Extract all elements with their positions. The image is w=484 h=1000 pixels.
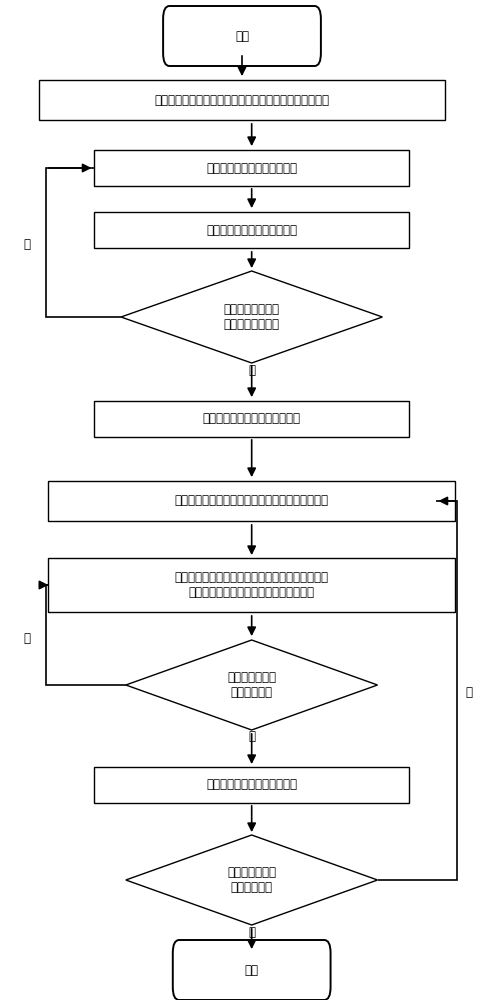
FancyBboxPatch shape (94, 401, 409, 437)
Text: 初始化：按拓扑结构将待划分网络随机分成两部分: 初始化：按拓扑结构将待划分网络随机分成两部分 (175, 494, 329, 508)
Text: 迭代：计算每个节点的模块密度贡献值，将最小贡
献值节点移动到相邻社区进行自组织优化: 迭代：计算每个节点的模块密度贡献值，将最小贡 献值节点移动到相邻社区进行自组织优… (175, 571, 329, 599)
Polygon shape (126, 835, 378, 925)
FancyBboxPatch shape (94, 212, 409, 248)
Text: 判断全局模块密
度值是否最大: 判断全局模块密 度值是否最大 (227, 866, 276, 894)
Text: 否: 否 (23, 632, 30, 645)
FancyBboxPatch shape (94, 767, 409, 803)
Text: 选取核心代表点构造先验信息: 选取核心代表点构造先验信息 (206, 161, 297, 174)
Text: 判断已获先验信息
是否达到指定数目: 判断已获先验信息 是否达到指定数目 (224, 303, 280, 331)
Text: 否: 否 (465, 686, 472, 698)
FancyBboxPatch shape (163, 6, 321, 66)
FancyBboxPatch shape (48, 481, 455, 521)
Polygon shape (121, 271, 382, 363)
Text: 将先验信息结合到极值优化过程: 将先验信息结合到极值优化过程 (203, 412, 301, 426)
FancyBboxPatch shape (48, 558, 455, 612)
Text: 结束: 结束 (245, 964, 258, 976)
Text: 是: 是 (248, 730, 255, 744)
Text: 计算网络中节点重要性值，确立核心点集合和边界点集合: 计算网络中节点重要性值，确立核心点集合和边界点集合 (154, 94, 330, 106)
Text: 选取边界代表点构造先验信息: 选取边界代表点构造先验信息 (206, 224, 297, 236)
Text: 寻优：移除两部分之间的连边: 寻优：移除两部分之间的连边 (206, 778, 297, 792)
FancyBboxPatch shape (173, 940, 331, 1000)
Text: 是: 是 (248, 363, 255, 376)
FancyBboxPatch shape (94, 150, 409, 186)
Text: 是: 是 (248, 926, 255, 938)
Text: 开始: 开始 (235, 29, 249, 42)
FancyBboxPatch shape (39, 80, 445, 120)
Text: 判断局部模块密
度值是否最大: 判断局部模块密 度值是否最大 (227, 671, 276, 699)
Text: 否: 否 (23, 238, 30, 251)
Polygon shape (126, 640, 378, 730)
